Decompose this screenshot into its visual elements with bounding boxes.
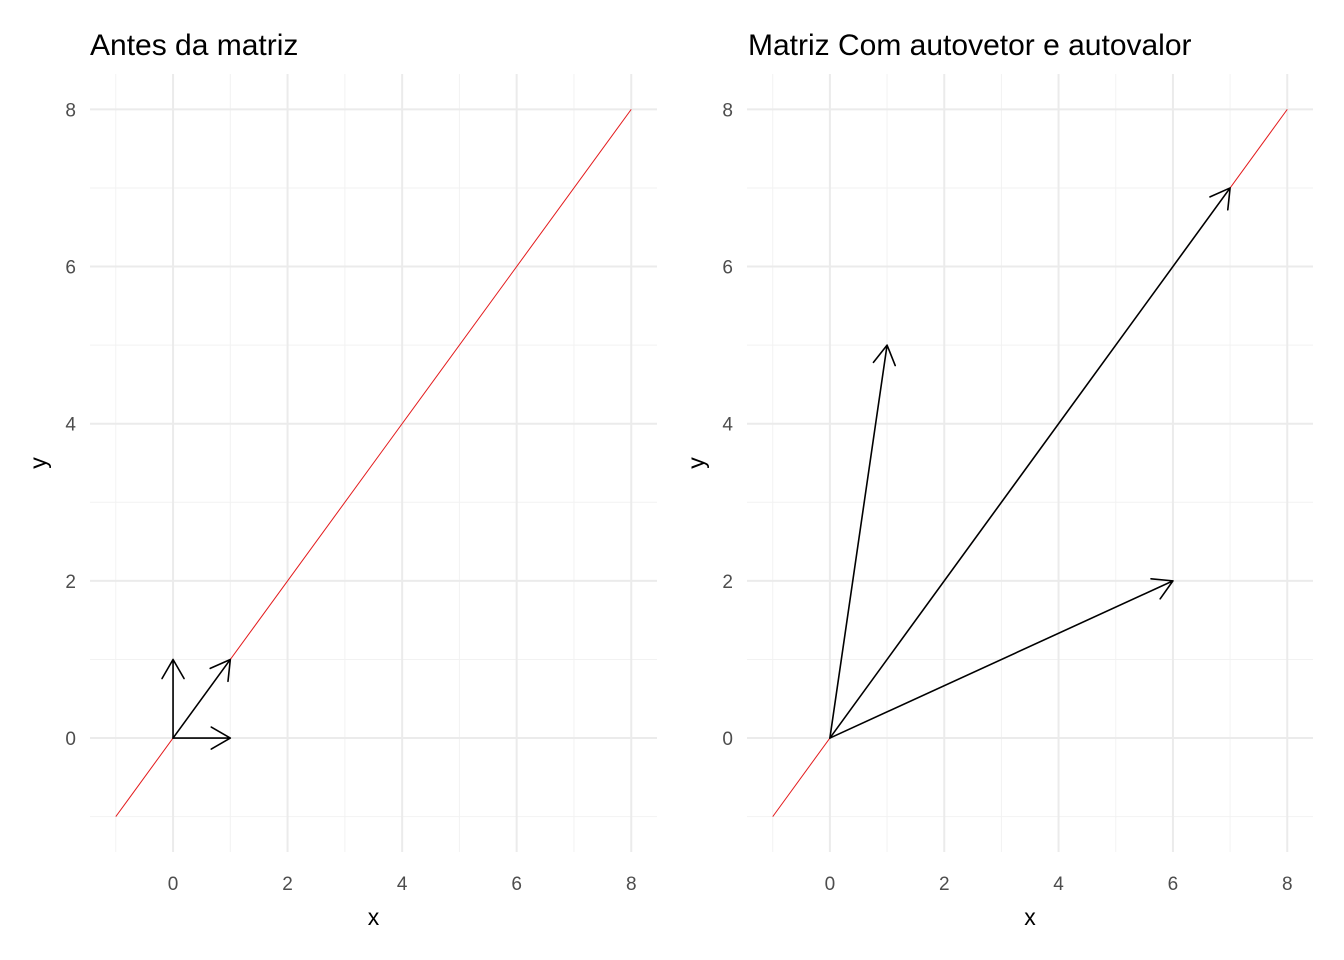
y-tick-label: 0 bbox=[722, 729, 733, 750]
x-tick-label: 8 bbox=[1282, 874, 1293, 895]
x-tick-label: 8 bbox=[626, 874, 637, 895]
y-tick-label: 2 bbox=[722, 572, 733, 593]
x-tick-label: 6 bbox=[1168, 874, 1179, 895]
panel-2: 0 2 4 6 8 0 2 4 6 8 Matriz Com autovetor e autoval… bbox=[683, 29, 1313, 930]
x-axis-label: x bbox=[1024, 904, 1036, 930]
vector-arrow-1 bbox=[172, 726, 232, 750]
x-tick-label: 4 bbox=[1053, 874, 1064, 895]
x-tick-label: 6 bbox=[511, 874, 522, 895]
y-axis-label: y bbox=[25, 457, 51, 469]
y-tick-label: 4 bbox=[65, 415, 76, 436]
x-tick-label: 2 bbox=[282, 874, 293, 895]
y-tick-label: 8 bbox=[65, 100, 76, 121]
y-axis-label: y bbox=[683, 457, 709, 469]
chart-title: Antes da matriz bbox=[90, 29, 298, 62]
y-tick-label: 8 bbox=[722, 100, 733, 121]
panel-1: 0 2 4 6 8 0 2 4 6 8 Antes da matriz x y bbox=[25, 29, 657, 930]
chart-title: Matriz Com autovetor e autovalor bbox=[748, 29, 1192, 62]
x-tick-label: 4 bbox=[397, 874, 408, 895]
vector-arrow-3 bbox=[829, 187, 1231, 739]
x-tick-label: 2 bbox=[939, 874, 950, 895]
vector-arrow-3 bbox=[172, 658, 232, 739]
x-axis-label: x bbox=[368, 904, 380, 930]
vector-arrow-2 bbox=[829, 344, 897, 739]
vector-arrow-2 bbox=[161, 658, 185, 739]
x-tick-label: 0 bbox=[825, 874, 836, 895]
y-tick-label: 6 bbox=[722, 258, 733, 279]
y-tick-label: 0 bbox=[65, 729, 76, 750]
vector-arrow-1 bbox=[829, 578, 1174, 739]
y-tick-label: 4 bbox=[722, 415, 733, 436]
y-tick-label: 6 bbox=[65, 258, 76, 279]
x-tick-label: 0 bbox=[168, 874, 179, 895]
y-tick-label: 2 bbox=[65, 572, 76, 593]
